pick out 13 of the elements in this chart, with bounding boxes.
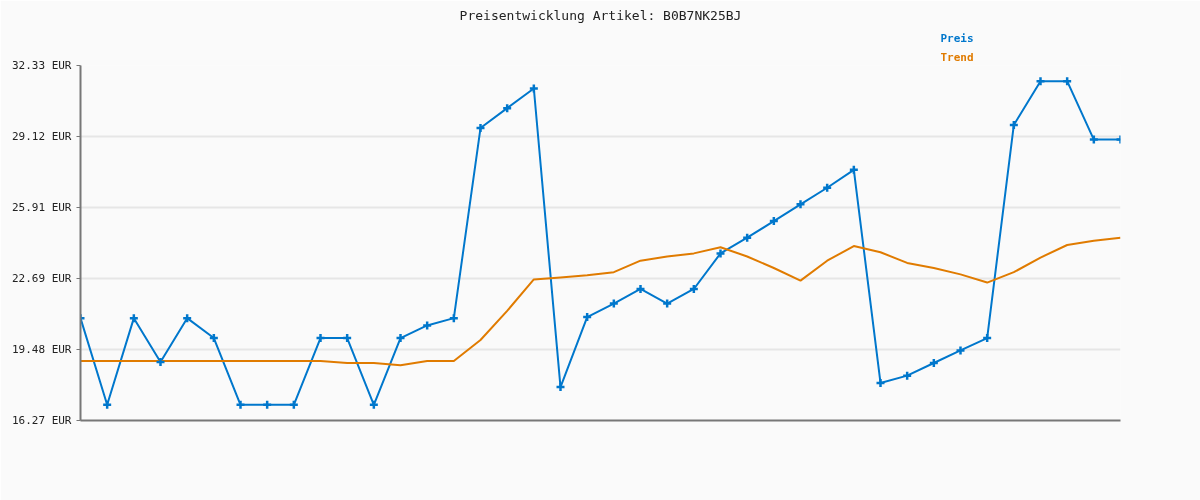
y-tick-label: 22.69 EUR [11, 272, 72, 286]
y-tick-label: 16.27 EUR [11, 414, 72, 427]
y-tick-label: 32.33 EUR [11, 59, 72, 72]
text: Trend [940, 50, 974, 64]
y-tick-label: 19.48 EUR [11, 343, 72, 357]
text: Preis [940, 31, 974, 45]
point [955, 345, 966, 356]
y-tick-label: 29.12 EUR [11, 129, 72, 143]
point [795, 199, 806, 210]
line-series [80, 236, 1121, 367]
point [715, 248, 726, 259]
chart-title: Preisentwicklung Artikel: B0B7NK25BJ [459, 7, 742, 23]
y-tick-label: 25.91 EUR [11, 200, 72, 214]
